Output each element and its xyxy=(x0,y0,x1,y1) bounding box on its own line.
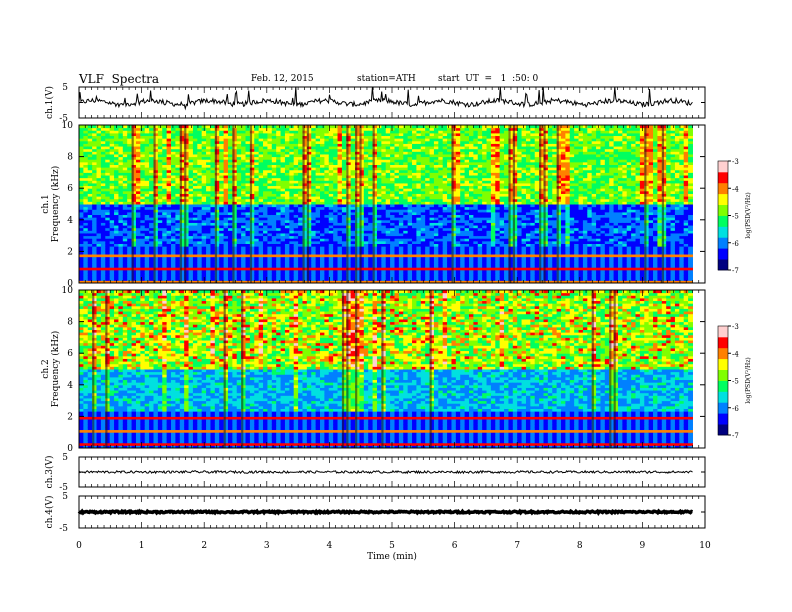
impulse-streak xyxy=(215,125,217,283)
y-axis-label: ch.1(V) xyxy=(44,86,55,119)
impulse-streak xyxy=(132,125,134,283)
impulse-streak xyxy=(250,125,252,283)
ch1-spectrogram-panel xyxy=(79,125,705,284)
ch1-waveform-panel xyxy=(79,87,705,118)
y-tick-label: 5 xyxy=(62,83,68,93)
impulse-streak xyxy=(232,125,234,283)
impulse-streak xyxy=(153,125,155,283)
vlf-spectra-chart: 5-5ch.1(V)0246810ch.1Frequency (kHz)-3-4… xyxy=(0,0,792,612)
ch1-waveform-trace xyxy=(79,87,693,109)
impulse-streak xyxy=(184,125,186,283)
impulse-streak xyxy=(180,125,182,283)
